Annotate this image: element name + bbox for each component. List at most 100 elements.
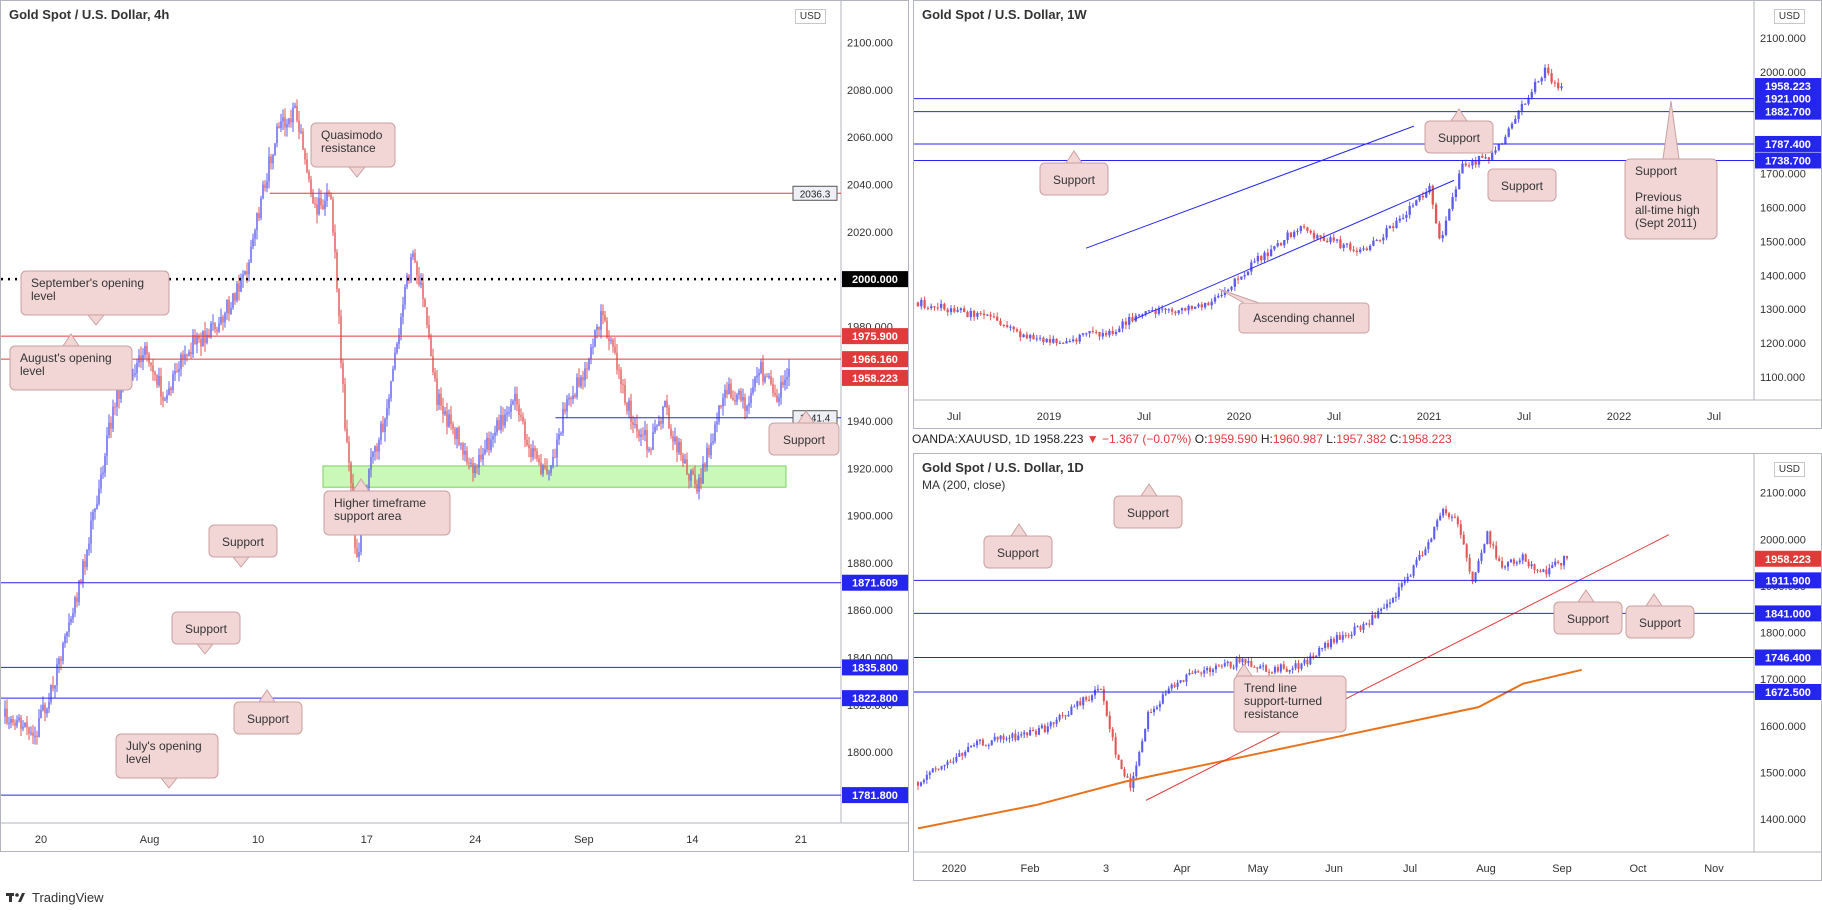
annotation-text: Previous: [1635, 190, 1682, 204]
candle-body: [626, 402, 628, 411]
candle-body: [598, 326, 600, 330]
candle-body: [168, 387, 170, 395]
candle-body: [110, 422, 112, 429]
candle-body: [534, 447, 536, 452]
candle-body: [368, 469, 370, 489]
time-tick-label: Aug: [1476, 863, 1496, 875]
candle-body: [430, 337, 432, 356]
candle-body: [1152, 708, 1156, 713]
candle-body: [714, 424, 716, 442]
candle-body: [76, 597, 78, 602]
time-tick-label: 3: [1103, 863, 1109, 875]
candle-body: [162, 396, 164, 401]
candle-body: [1079, 701, 1082, 706]
candle-body: [258, 213, 260, 219]
chart-1w[interactable]: 1100.000 1200.000 1300.000 1400.000 1500.000…: [914, 1, 1822, 429]
candle-body: [432, 355, 434, 373]
candle-body: [916, 781, 920, 786]
chart-4h[interactable]: 1800.0001820.0001840.0001860.0001880.000…: [1, 1, 909, 852]
time-tick-label: 21: [795, 834, 807, 846]
candle-body: [102, 472, 104, 475]
annotation-pointer: [1218, 288, 1260, 304]
candle-body: [967, 746, 970, 752]
candle-body: [22, 726, 24, 729]
candle-body: [424, 299, 426, 308]
annotation-box: [208, 524, 278, 558]
candle-body: [1548, 568, 1551, 575]
candle-body: [1230, 286, 1233, 290]
candle-body: [754, 377, 756, 388]
candle-body: [416, 262, 418, 276]
candle-body: [602, 311, 604, 316]
time-tick-label: Jul: [1707, 411, 1721, 423]
candle-body: [146, 346, 148, 355]
candle-body: [336, 252, 338, 290]
candle-body: [1065, 341, 1068, 344]
candle-body: [32, 732, 34, 737]
candle-body: [1397, 587, 1400, 597]
time-tick-label: Jul: [1517, 411, 1531, 423]
annotation-text: level: [31, 289, 56, 303]
panel-4h[interactable]: 1800.0001820.0001840.0001860.0001880.000…: [0, 0, 909, 852]
candle-body: [380, 423, 382, 441]
candle-body: [1147, 310, 1151, 312]
candle-body: [330, 194, 332, 200]
candle-body: [1180, 308, 1184, 311]
annotation-text: Support: [1635, 164, 1678, 178]
candle-body: [1451, 196, 1454, 210]
candle-body: [94, 508, 96, 512]
candle-body: [1283, 240, 1286, 246]
candle-body: [1359, 626, 1362, 630]
annotation-text: Ascending channel: [1253, 311, 1354, 325]
candle-body: [1238, 658, 1241, 663]
chart-1d[interactable]: 1400.000 1500.000 1600.000 1700.000 1800.000…: [914, 454, 1822, 881]
annotation-text: Support: [247, 712, 290, 726]
candle-body: [1306, 227, 1309, 231]
candle-body: [742, 397, 744, 401]
candle-body: [1382, 237, 1385, 241]
candle-body: [374, 446, 376, 452]
candle-body: [1108, 330, 1111, 336]
currency-badge[interactable]: USD: [1773, 9, 1805, 24]
candle-body: [1155, 707, 1158, 709]
panel-1w[interactable]: 1100.000 1200.000 1300.000 1400.000 1500.000…: [913, 0, 1822, 429]
candle-body: [92, 511, 94, 521]
candle-body: [356, 547, 358, 557]
price-axis-marker-text: 1672.500: [1765, 687, 1811, 699]
candle-body: [448, 414, 450, 427]
candle-body: [496, 420, 498, 433]
price-axis-marker: [842, 787, 908, 804]
currency-badge[interactable]: USD: [794, 9, 826, 24]
currency-badge[interactable]: USD: [1773, 462, 1805, 477]
candle-body: [732, 397, 734, 400]
candle-body: [1026, 732, 1029, 736]
panel-1d[interactable]: 1400.000 1500.000 1600.000 1700.000 1800.000…: [913, 453, 1822, 881]
candle-body: [530, 448, 532, 458]
candle-body: [106, 435, 108, 456]
candle-body: [34, 735, 36, 737]
candle-body: [919, 782, 922, 786]
candle-body: [442, 405, 444, 415]
annotation-text: Higher timeframe: [334, 496, 426, 510]
candle-body: [560, 432, 562, 435]
price-axis-marker-text: 1787.400: [1765, 139, 1811, 151]
price-tick-label: 2100.000: [847, 38, 893, 50]
candle-body: [588, 358, 590, 370]
candle-body: [1316, 235, 1319, 239]
candle-body: [270, 156, 272, 164]
candle-body: [1173, 684, 1176, 687]
candle-body: [1438, 223, 1441, 239]
candle-body: [1412, 565, 1415, 576]
candle-body: [426, 307, 428, 325]
annotation-box: [233, 701, 303, 735]
candle-body: [1388, 602, 1392, 604]
candle-body: [30, 732, 32, 734]
candle-body: [916, 302, 920, 307]
candle-body: [931, 768, 934, 773]
candle-body: [987, 745, 990, 747]
candle-body: [264, 184, 266, 189]
candle-body: [776, 395, 778, 402]
annotation-text: level: [20, 364, 45, 378]
candle-body: [1445, 509, 1448, 514]
candle-body: [1474, 572, 1477, 582]
